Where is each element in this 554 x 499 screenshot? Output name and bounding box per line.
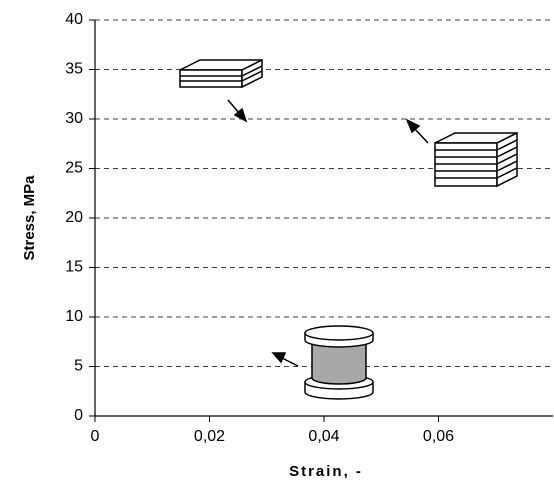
y-tick-label: 30 [65,110,83,127]
icon-cylinder-body [311,340,367,385]
arrows [227,99,429,367]
y-tick-label: 0 [74,407,83,424]
y-axis-label: Stress, MPa [21,175,38,261]
arrow-head [405,118,421,134]
y-tick-label: 35 [65,61,83,78]
y-tick-label: 40 [65,11,83,28]
plot-area: 0 5 10 15 20 25 30 35 40 0 0,02 0,04 0,06 [65,11,553,445]
x-tick-label: 0,06 [423,428,454,445]
arrow-head [233,107,248,123]
y-tick-label: 20 [65,209,83,226]
y-tick-label: 25 [65,160,83,177]
x-tick-label: 0,04 [308,428,339,445]
icon-thin-stack-front [179,69,243,88]
x-tick-label: 0,02 [194,428,225,445]
x-axis-label: Strain, - [289,463,363,480]
x-tick-label: 0 [91,428,100,445]
y-tick-label: 10 [65,308,83,325]
arrow-head [271,352,287,364]
y-tick-label: 15 [65,259,83,276]
y-tick-label: 5 [74,358,83,375]
icons [179,58,518,400]
